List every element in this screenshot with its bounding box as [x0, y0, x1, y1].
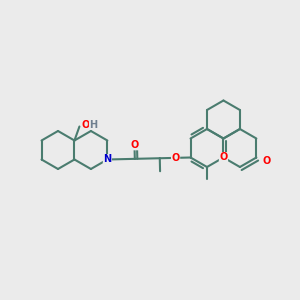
Text: O: O — [219, 152, 228, 163]
Text: O: O — [171, 153, 180, 163]
Text: O: O — [81, 119, 90, 130]
Text: O: O — [130, 140, 139, 150]
Text: O: O — [262, 155, 271, 166]
Text: H: H — [89, 119, 98, 130]
Text: N: N — [103, 154, 111, 164]
